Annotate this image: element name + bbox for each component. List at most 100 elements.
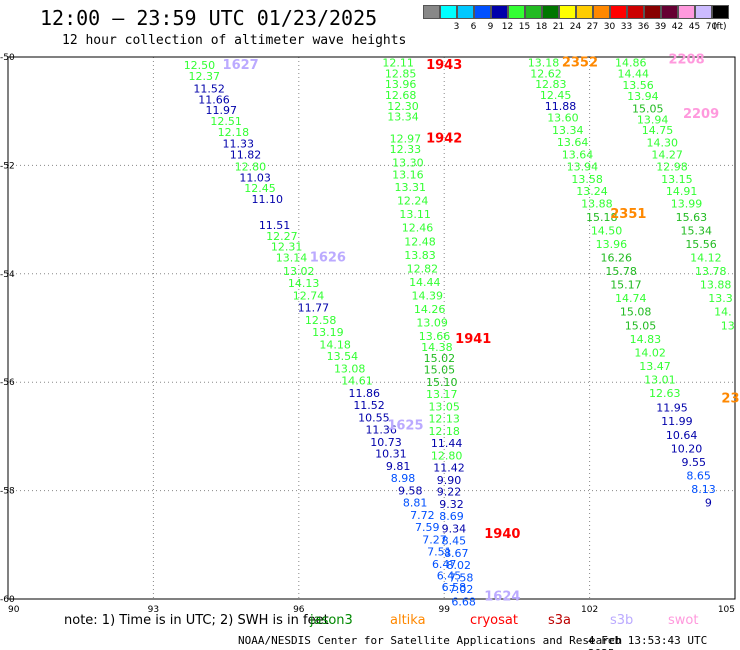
wave-height-label: 13.14 <box>276 252 308 265</box>
color-scale-label: 70 <box>705 22 718 32</box>
x-tick-label: 102 <box>581 605 598 615</box>
credit-line: NOAA/NESDIS Center for Satellite Applica… <box>238 634 623 647</box>
wave-height-label: 13.64 <box>562 149 594 162</box>
wave-height-label: 6.68 <box>451 596 476 609</box>
wave-height-label: 9.81 <box>386 460 411 473</box>
wave-height-label: 14.30 <box>647 137 679 150</box>
wave-height-label: 11.52 <box>193 82 225 95</box>
wave-height-label: 14.18 <box>319 338 351 351</box>
color-scale-label: 12 <box>501 22 514 32</box>
wave-height-label: 10.31 <box>375 448 407 461</box>
wave-height-label: 9.34 <box>442 523 467 536</box>
color-scale-label: 27 <box>586 22 599 32</box>
wave-height-label: 14. <box>714 306 732 319</box>
wave-height-label: 13.94 <box>567 160 599 173</box>
x-tick-label: 93 <box>148 605 159 615</box>
wave-height-label: 12.97 <box>390 132 422 145</box>
x-tick-label: 90 <box>8 605 20 615</box>
wave-height-label: 9.58 <box>398 485 423 498</box>
wave-height-label: 13.94 <box>627 90 659 103</box>
wave-height-label: 13.88 <box>581 197 613 210</box>
wave-height-label: 8.65 <box>686 469 711 482</box>
wave-height-label: 8.13 <box>691 483 716 496</box>
wave-height-label: 13.58 <box>571 173 603 186</box>
wave-height-label: 13.3 <box>708 292 733 305</box>
wave-height-label: 12.45 <box>244 182 276 195</box>
wave-height-label: 11.52 <box>353 399 385 412</box>
wave-height-label: 12.68 <box>385 89 417 102</box>
satellite-legend-item: altika <box>390 613 426 628</box>
wave-height-label: 12.98 <box>656 160 688 173</box>
x-tick-label: 105 <box>718 605 735 615</box>
wave-height-label: 11.10 <box>252 193 284 206</box>
wave-height-label: 8.98 <box>391 472 416 485</box>
color-scale-label: 9 <box>487 22 494 32</box>
color-swatch <box>610 5 627 19</box>
color-swatch <box>525 5 542 19</box>
wave-height-label: 13.34 <box>552 124 584 137</box>
wave-height-label: 15.63 <box>676 211 708 224</box>
wave-height-label: 13.30 <box>392 157 424 170</box>
wave-height-label: 12.48 <box>404 235 436 248</box>
y-tick-label: -54 <box>0 270 15 280</box>
color-swatch <box>423 5 440 19</box>
wave-height-label: 10.55 <box>358 411 390 424</box>
satellite-legend-item: s3b <box>610 613 634 628</box>
wave-height-label: 7.59 <box>415 521 440 534</box>
wave-height-label: 12.24 <box>397 195 429 208</box>
y-tick-label: -52 <box>0 161 15 171</box>
wave-height-label: 13.16 <box>392 169 424 182</box>
y-tick-label: -58 <box>0 487 15 497</box>
satellite-legend-item: jason3 <box>310 613 353 628</box>
color-swatch <box>695 5 712 19</box>
footer-note: note: 1) Time is in UTC; 2) SWH is in fe… <box>64 613 329 628</box>
x-tick-label: 96 <box>293 605 305 615</box>
color-scale-label: 30 <box>603 22 616 32</box>
wave-height-label: 13.60 <box>547 112 579 125</box>
wave-height-label: 13.11 <box>399 208 431 221</box>
wave-height-label: 6.45 <box>437 570 462 583</box>
wave-height-label: 15.05 <box>424 364 456 377</box>
wave-height-label: 11.44 <box>431 437 463 450</box>
wave-height-label: 12.51 <box>210 115 242 128</box>
pass-time-label: 1624 <box>484 589 520 604</box>
wave-height-label: 14.13 <box>288 277 320 290</box>
pass-time-label: 1626 <box>310 251 346 266</box>
wave-height-label: 9.90 <box>437 474 462 487</box>
wave-height-label: 16.26 <box>601 252 633 265</box>
wave-height-label: 8.45 <box>442 534 467 547</box>
wave-height-label: 15.05 <box>625 319 657 332</box>
color-swatch <box>644 5 661 19</box>
color-swatch <box>457 5 474 19</box>
wave-height-label: 11.66 <box>198 93 230 106</box>
wave-height-label: 14.50 <box>591 224 623 237</box>
color-swatch <box>593 5 610 19</box>
color-scale-label: 6 <box>470 22 477 32</box>
wave-height-label: 7.58 <box>449 571 474 584</box>
wave-height-label: 13.34 <box>387 111 419 124</box>
color-swatch <box>474 5 491 19</box>
color-scale-label: 18 <box>535 22 548 32</box>
wave-height-label: 13.15 <box>661 173 693 186</box>
wave-height-label: 15.78 <box>605 265 637 278</box>
wave-height-label: 13.88 <box>700 279 732 292</box>
wave-height-label: 11.03 <box>239 171 271 184</box>
wave-height-label: 12.45 <box>540 89 572 102</box>
wave-height-label: 13.18 <box>528 56 560 69</box>
wave-height-label: 14.44 <box>409 276 441 289</box>
wave-height-label: 14.83 <box>630 333 662 346</box>
wave-height-label: 8.67 <box>444 547 469 560</box>
color-swatch <box>508 5 525 19</box>
wave-height-label: 10.64 <box>666 429 698 442</box>
color-scale-label: 45 <box>688 22 701 32</box>
wave-height-label: 14.74 <box>615 292 647 305</box>
wave-height-label: 11.86 <box>348 387 380 400</box>
wave-height-label: 11.36 <box>365 423 397 436</box>
wave-height-label: 15.10 <box>426 376 458 389</box>
wave-height-label: 13.96 <box>596 238 628 251</box>
wave-height-label: 7.02 <box>449 583 474 596</box>
wave-height-label: 11.51 <box>259 219 291 232</box>
plot-frame <box>7 56 736 600</box>
